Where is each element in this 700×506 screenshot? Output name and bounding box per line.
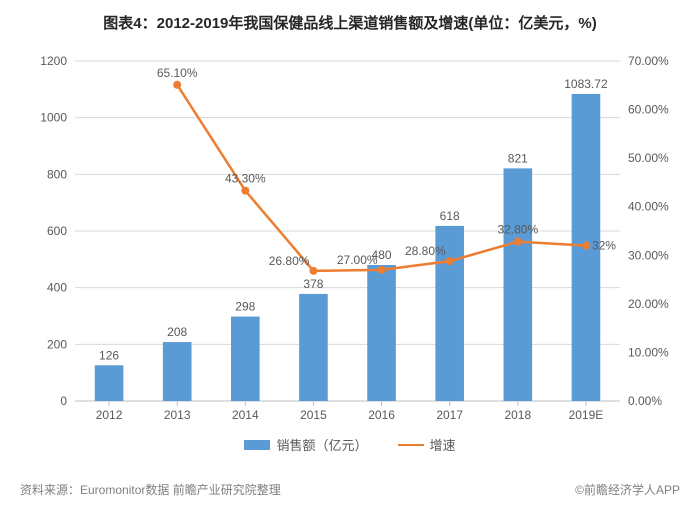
svg-text:43.30%: 43.30% [225,172,266,186]
svg-text:2015: 2015 [300,408,327,422]
legend: 销售额（亿元） 增速 [0,435,700,454]
legend-swatch-line [398,444,424,446]
svg-text:65.10%: 65.10% [157,66,198,80]
svg-text:0: 0 [60,394,67,408]
legend-label-bar: 销售额（亿元） [276,435,367,454]
svg-text:2012: 2012 [96,408,123,422]
svg-text:2013: 2013 [164,408,191,422]
svg-text:1000: 1000 [40,111,67,125]
svg-text:800: 800 [47,167,67,181]
legend-label-line: 增速 [430,435,456,454]
svg-text:28.80%: 28.80% [405,244,446,258]
svg-text:2018: 2018 [504,408,531,422]
svg-text:40.00%: 40.00% [628,200,669,214]
svg-text:298: 298 [235,300,255,314]
svg-text:378: 378 [303,277,323,291]
svg-text:60.00%: 60.00% [628,103,669,117]
svg-text:1083.72: 1083.72 [564,77,608,91]
svg-text:50.00%: 50.00% [628,151,669,165]
svg-text:2019E: 2019E [569,408,604,422]
svg-text:32%: 32% [592,239,616,253]
svg-text:70.00%: 70.00% [628,54,669,68]
svg-text:10.00%: 10.00% [628,345,669,359]
svg-text:2017: 2017 [436,408,463,422]
svg-text:20.00%: 20.00% [628,297,669,311]
footer: 资料来源：Euromonitor数据 前瞻产业研究院整理 ©前瞻经济学人APP [20,481,680,498]
svg-text:400: 400 [47,281,67,295]
svg-text:600: 600 [47,224,67,238]
legend-swatch-bar [244,440,270,450]
svg-text:32.80%: 32.80% [497,223,538,237]
svg-text:26.80%: 26.80% [269,254,310,268]
svg-text:208: 208 [167,325,187,339]
svg-text:821: 821 [508,151,528,165]
svg-text:27.00%: 27.00% [337,253,378,267]
legend-item-line: 增速 [398,435,456,454]
svg-text:30.00%: 30.00% [628,248,669,262]
svg-text:1200: 1200 [40,54,67,68]
svg-text:618: 618 [440,209,460,223]
svg-text:126: 126 [99,348,119,362]
brand-text: ©前瞻经济学人APP [575,481,680,498]
svg-text:2016: 2016 [368,408,395,422]
svg-text:2014: 2014 [232,408,259,422]
source-text: 资料来源：Euromonitor数据 前瞻产业研究院整理 [20,481,281,498]
chart-title: 图表4：2012-2019年我国保健品线上渠道销售额及增速(单位：亿美元，%) [0,0,700,41]
svg-text:200: 200 [47,337,67,351]
svg-text:0.00%: 0.00% [628,394,662,408]
combo-chart: 0 200 400 600 800 1000 1200 0.00% 10.00% 20.00% 30… [20,41,680,431]
legend-item-bar: 销售额（亿元） [244,435,367,454]
chart-container: 0 200 400 600 800 1000 1200 0.00% 10.00% 20.00% 30… [20,41,680,431]
